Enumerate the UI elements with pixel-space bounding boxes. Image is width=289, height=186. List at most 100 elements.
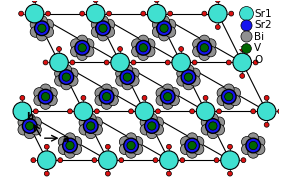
- Circle shape: [203, 122, 208, 127]
- Circle shape: [144, 119, 159, 133]
- Circle shape: [147, 128, 157, 139]
- Circle shape: [34, 95, 45, 106]
- Circle shape: [63, 138, 77, 153]
- Circle shape: [135, 102, 154, 121]
- Circle shape: [214, 158, 219, 163]
- Circle shape: [147, 113, 157, 124]
- Circle shape: [248, 147, 259, 158]
- Circle shape: [38, 151, 56, 169]
- Circle shape: [241, 158, 246, 163]
- Circle shape: [128, 75, 139, 86]
- Circle shape: [55, 68, 65, 79]
- Circle shape: [227, 144, 232, 149]
- Circle shape: [77, 35, 88, 46]
- Circle shape: [71, 144, 82, 155]
- Circle shape: [156, 95, 167, 106]
- Circle shape: [81, 95, 86, 100]
- Circle shape: [201, 124, 212, 135]
- Circle shape: [154, 0, 159, 3]
- Circle shape: [180, 158, 185, 163]
- Circle shape: [140, 124, 151, 135]
- Circle shape: [128, 68, 139, 79]
- Circle shape: [68, 109, 73, 114]
- Circle shape: [118, 73, 123, 78]
- Circle shape: [24, 113, 35, 124]
- Circle shape: [177, 68, 188, 79]
- Circle shape: [101, 84, 112, 95]
- Circle shape: [24, 128, 35, 139]
- Circle shape: [120, 70, 135, 84]
- Circle shape: [196, 102, 215, 121]
- Circle shape: [190, 68, 200, 79]
- Circle shape: [25, 4, 44, 23]
- Circle shape: [136, 41, 151, 55]
- Circle shape: [221, 151, 239, 169]
- Circle shape: [87, 122, 95, 130]
- Circle shape: [95, 88, 106, 98]
- Circle shape: [215, 0, 220, 3]
- Circle shape: [155, 109, 160, 114]
- Circle shape: [78, 44, 86, 52]
- Circle shape: [36, 30, 47, 41]
- Circle shape: [35, 21, 49, 36]
- Circle shape: [99, 89, 114, 104]
- Circle shape: [65, 133, 75, 144]
- Circle shape: [179, 73, 184, 78]
- Circle shape: [264, 95, 269, 100]
- Circle shape: [18, 124, 29, 135]
- Circle shape: [38, 89, 53, 104]
- Circle shape: [215, 25, 220, 30]
- Circle shape: [172, 53, 190, 72]
- Circle shape: [31, 124, 41, 135]
- Circle shape: [86, 4, 105, 23]
- Circle shape: [85, 128, 96, 139]
- Circle shape: [71, 137, 82, 147]
- Circle shape: [83, 39, 94, 49]
- Circle shape: [154, 25, 159, 30]
- Circle shape: [157, 21, 171, 36]
- Circle shape: [127, 141, 135, 150]
- Circle shape: [142, 122, 147, 127]
- Circle shape: [20, 122, 25, 127]
- Circle shape: [98, 30, 108, 41]
- Circle shape: [79, 117, 90, 128]
- Circle shape: [92, 158, 97, 163]
- Circle shape: [254, 137, 265, 147]
- Circle shape: [159, 30, 169, 41]
- Circle shape: [61, 64, 72, 75]
- Circle shape: [187, 147, 197, 158]
- Circle shape: [84, 119, 98, 133]
- Circle shape: [165, 19, 176, 30]
- Circle shape: [193, 39, 203, 49]
- Circle shape: [156, 88, 167, 98]
- Circle shape: [214, 124, 225, 135]
- Circle shape: [160, 24, 168, 32]
- Text: a: a: [63, 134, 69, 144]
- Circle shape: [43, 19, 54, 30]
- Circle shape: [144, 39, 155, 49]
- Circle shape: [278, 109, 283, 114]
- Circle shape: [99, 24, 107, 32]
- Circle shape: [80, 11, 85, 16]
- Circle shape: [166, 171, 171, 176]
- Circle shape: [93, 25, 98, 30]
- Circle shape: [184, 73, 193, 81]
- Circle shape: [25, 122, 34, 130]
- Circle shape: [147, 4, 166, 23]
- Circle shape: [141, 11, 146, 16]
- Circle shape: [192, 60, 197, 65]
- Circle shape: [107, 11, 112, 16]
- Circle shape: [217, 88, 228, 98]
- Circle shape: [20, 95, 25, 100]
- Circle shape: [132, 144, 143, 155]
- Circle shape: [221, 89, 236, 104]
- Circle shape: [208, 113, 218, 124]
- Circle shape: [199, 50, 210, 60]
- Circle shape: [18, 117, 29, 128]
- Circle shape: [129, 109, 134, 114]
- Circle shape: [248, 133, 259, 144]
- Circle shape: [225, 92, 233, 101]
- Circle shape: [116, 68, 126, 79]
- Circle shape: [103, 92, 111, 101]
- Circle shape: [70, 60, 75, 65]
